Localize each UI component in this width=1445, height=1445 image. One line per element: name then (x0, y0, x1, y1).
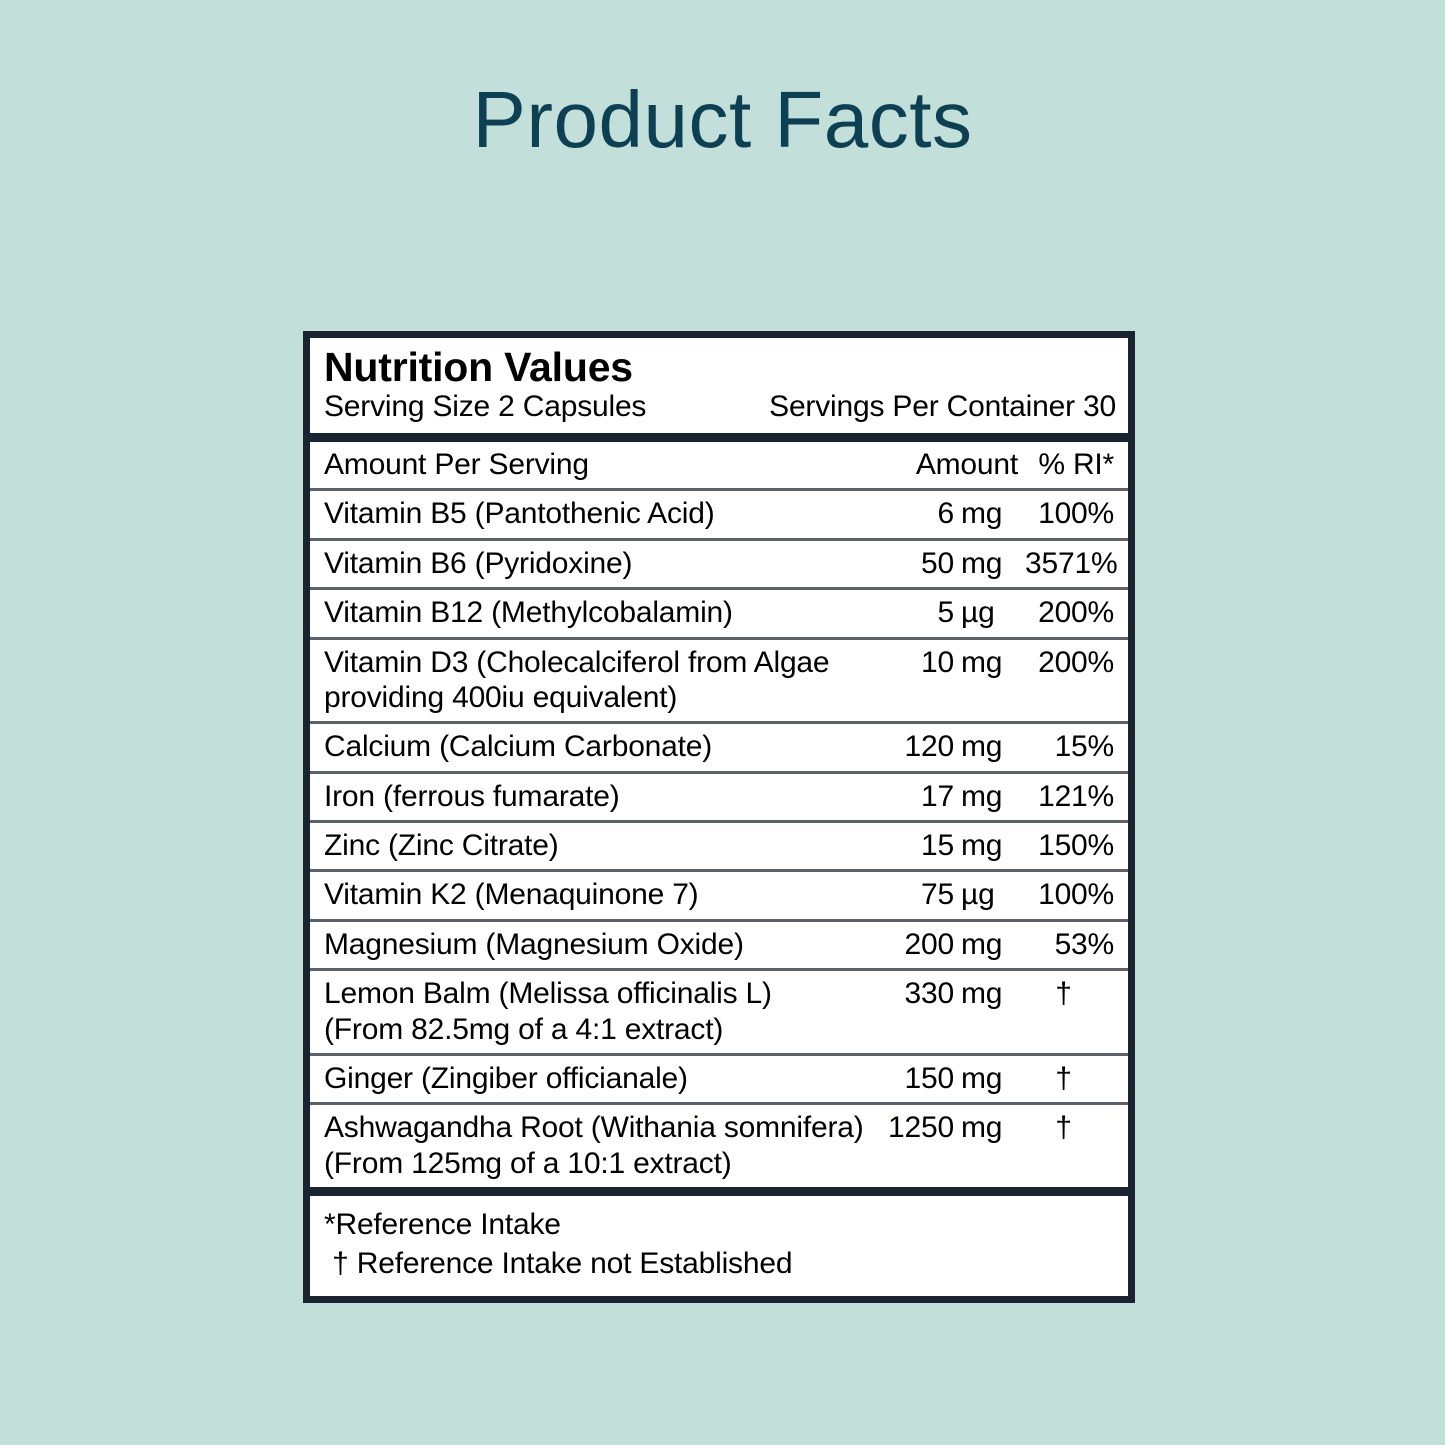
table-row: Vitamin B6 (Pyridoxine) 50 mg 3571% (310, 539, 1129, 591)
nutrient-name-line: Ashwagandha Root (Withania somnifera) (324, 1111, 864, 1145)
table-row: Iron (ferrous fumarate) 17 mg 121% (310, 772, 1129, 824)
nutrient-name-line: Magnesium (Magnesium Oxide) (324, 927, 744, 961)
nutrient-amount-unit: mg (961, 920, 1026, 972)
nutrient-ri-value: 53% (1025, 920, 1129, 972)
nutrient-name-line: Ginger (Zingiber officianale) (324, 1062, 688, 1096)
nutrient-amount-unit: mg (961, 969, 1026, 1057)
nutrition-facts-table: Amount Per Serving Amount % RI* Vitamin … (310, 441, 1129, 1187)
nutrient-name-subline: (From 82.5mg of a 4:1 extract) (324, 1012, 724, 1046)
nutrient-name-line: Vitamin B12 (Methylcobalamin) (324, 596, 733, 630)
nutrient-amount-unit: mg (961, 638, 1026, 725)
label-heading: Nutrition Values (324, 344, 633, 390)
nutrient-ri-value: 121% (1025, 772, 1129, 824)
table-row: Calcium (Calcium Carbonate) 120 mg 15% (310, 722, 1129, 774)
page-title: Product Facts (472, 75, 973, 164)
nutrient-amount-value: 200 (873, 920, 961, 972)
nutrient-amount-value: 10 (873, 638, 961, 725)
nutrient-name: Lemon Balm (Melissa officinalis L) (From … (310, 969, 873, 1057)
nutrient-ri-dagger: † (1055, 1111, 1072, 1145)
nutrient-amount-value: 50 (873, 539, 961, 591)
nutrient-ri-dagger: † (1025, 1054, 1129, 1106)
column-header-name: Amount Per Serving (310, 441, 873, 492)
nutrient-amount-value: 15 (873, 821, 961, 873)
nutrient-name-line: Iron (ferrous fumarate) (324, 779, 620, 813)
table-row: Vitamin B5 (Pantothenic Acid) 6 mg 100% (310, 489, 1129, 541)
nutrient-amount-unit: mg (961, 1111, 1003, 1145)
nutrient-name-line: Lemon Balm (Melissa officinalis L) (324, 977, 772, 1011)
nutrient-name: Calcium (Calcium Carbonate) (310, 722, 873, 774)
nutrient-name-line: Zinc (Zinc Citrate) (324, 829, 559, 863)
table-row: Vitamin D3 (Cholecalciferol from Algae pr… (310, 638, 1129, 725)
header-divider (310, 432, 1128, 442)
serving-size: Serving Size 2 Capsules (324, 390, 647, 424)
nutrient-ri-value: 100% (1025, 870, 1129, 922)
table-body: Vitamin B5 (Pantothenic Acid) 6 mg 100% Vita… (310, 489, 1129, 1187)
table-header-row: Amount Per Serving Amount % RI* (310, 441, 1129, 492)
table-row: Vitamin B12 (Methylcobalamin) 5 µg 200% (310, 588, 1129, 640)
column-header-ri: % RI* (1025, 441, 1129, 492)
column-header-amount: Amount (873, 441, 1026, 492)
nutrient-name: Vitamin K2 (Menaquinone 7) (310, 870, 873, 922)
nutrient-ri-value: 3571% (1025, 539, 1129, 591)
footnote-line: † Reference Intake not Established (324, 1247, 793, 1281)
nutrient-amount-value: 6 (873, 489, 961, 541)
nutrient-name-line: Vitamin B5 (Pantothenic Acid) (324, 497, 715, 531)
nutrient-amount-value: 1250 (888, 1111, 954, 1145)
nutrient-name: Vitamin B12 (Methylcobalamin) (310, 588, 873, 640)
nutrient-name: Vitamin B6 (Pyridoxine) (310, 539, 873, 591)
nutrient-amount-value: 75 (873, 870, 961, 922)
nutrient-name-line: Vitamin K2 (Menaquinone 7) (324, 878, 699, 912)
nutrient-ri-value: 200% (1025, 638, 1129, 725)
nutrient-name-subline: (From 125mg of a 10:1 extract) (324, 1146, 732, 1180)
nutrient-ri-value: 150% (1025, 821, 1129, 873)
nutrient-amount-unit: mg (961, 539, 1026, 591)
table-row: Lemon Balm (Melissa officinalis L) (From … (310, 969, 1129, 1057)
nutrient-amount-unit: mg (961, 772, 1026, 824)
nutrient-name: Vitamin B5 (Pantothenic Acid) (310, 489, 873, 541)
nutrient-name: Vitamin D3 (Cholecalciferol from Algae pr… (310, 638, 873, 725)
nutrient-amount-value: 120 (873, 722, 961, 774)
nutrient-name: Ginger (Zingiber officianale) (310, 1054, 873, 1106)
nutrition-facts-panel: Nutrition Values Serving Size 2 Capsules… (303, 331, 1135, 1304)
table-row: Zinc (Zinc Citrate) 15 mg 150% (310, 821, 1129, 873)
nutrient-amount-unit: µg (961, 588, 1026, 640)
nutrient-name: Zinc (Zinc Citrate) (310, 821, 873, 873)
footnote-block: *Reference Intake † Reference Intake not… (310, 1196, 1128, 1296)
nutrient-ri-value: 15% (1025, 722, 1129, 774)
nutrient-amount-unit: µg (961, 870, 1026, 922)
nutrient-name-line: Vitamin D3 (Cholecalciferol from Algae (324, 645, 830, 679)
nutrient-amount-value: 330 (873, 969, 961, 1057)
table-row: Magnesium (Magnesium Oxide) 200 mg 53% (310, 920, 1129, 972)
nutrient-name-line: Calcium (Calcium Carbonate) (324, 730, 713, 764)
table-row: Ashwagandha Root (Withania somnifera) (Fr… (310, 1104, 1128, 1187)
table-row: Vitamin K2 (Menaquinone 7) 75 µg 100% (310, 870, 1129, 922)
nutrient-ri-dagger: † (1025, 969, 1129, 1057)
nutrient-ri-value: 100% (1025, 489, 1129, 541)
serving-info-row: Serving Size 2 Capsules Servings Per Con… (324, 390, 1116, 425)
nutrient-amount-value: 5 (873, 588, 961, 640)
nutrient-name: Ashwagandha Root (Withania somnifera) (Fr… (310, 1104, 873, 1187)
nutrient-amount-unit: mg (961, 489, 1026, 541)
nutrient-name-subline: providing 400iu equivalent) (324, 680, 678, 714)
label-header: Nutrition Values Serving Size 2 Capsules… (310, 338, 1128, 433)
nutrient-amount-unit: mg (961, 1054, 1026, 1106)
nutrient-ri-value: 200% (1025, 588, 1129, 640)
nutrient-amount-value: 150 (873, 1054, 961, 1106)
nutrient-name: Magnesium (Magnesium Oxide) (310, 920, 873, 972)
nutrient-amount-value: 17 (873, 772, 961, 824)
table-row: Ginger (Zingiber officianale) 150 mg † (310, 1054, 1129, 1106)
nutrient-amount-unit: mg (961, 821, 1026, 873)
footnote-divider (310, 1187, 1128, 1197)
table-head-group: Amount Per Serving Amount % RI* (310, 441, 1129, 492)
nutrient-name: Iron (ferrous fumarate) (310, 772, 873, 824)
servings-per-container: Servings Per Container 30 (769, 390, 1116, 424)
nutrient-name-line: Vitamin B6 (Pyridoxine) (324, 546, 633, 580)
nutrient-amount-unit: mg (961, 722, 1026, 774)
footnote-line: *Reference Intake (324, 1208, 561, 1242)
